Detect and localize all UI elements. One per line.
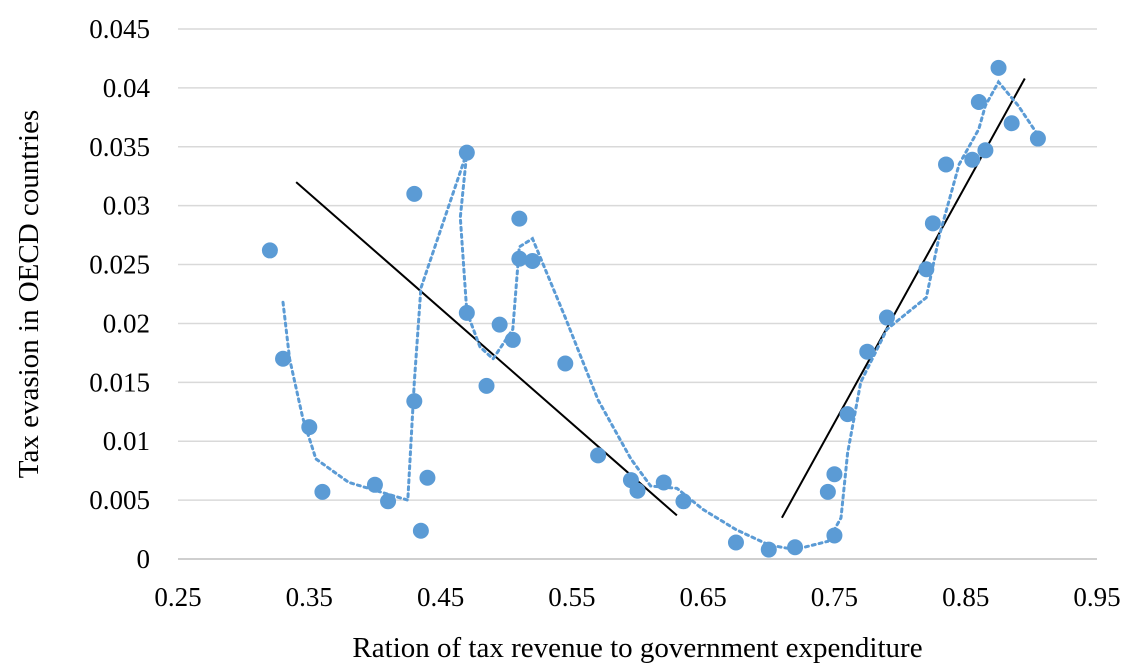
x-tick-label: 0.75: [811, 582, 858, 612]
data-point: [275, 350, 292, 367]
data-point: [760, 541, 777, 558]
data-point: [458, 304, 475, 321]
data-point: [366, 476, 383, 493]
data-point: [727, 534, 744, 551]
x-tick-label: 0.85: [942, 582, 989, 612]
y-tick-label: 0.02: [103, 308, 150, 338]
x-axis-title: Ration of tax revenue to government expe…: [352, 632, 922, 664]
gridlines: [178, 28, 1097, 501]
data-point: [964, 151, 981, 168]
data-point: [787, 539, 804, 556]
data-point: [491, 316, 508, 333]
x-tick-label: 0.95: [1073, 582, 1120, 612]
data-point: [655, 474, 672, 491]
data-point: [314, 483, 331, 500]
data-point: [977, 142, 994, 159]
x-tick-label: 0.45: [417, 582, 464, 612]
data-point: [918, 261, 935, 278]
data-point: [938, 156, 955, 173]
y-tick-label: 0.045: [89, 14, 150, 44]
data-point: [970, 94, 987, 111]
data-point: [826, 466, 843, 483]
y-tick-labels: 0 0.005 0.01 0.015 0.02 0.025 0.03 0.035 0.04 0.0…: [89, 14, 150, 574]
data-point: [419, 469, 436, 486]
moving-average-line: [281, 79, 1040, 552]
data-point: [924, 215, 941, 232]
data-point: [839, 406, 856, 423]
data-point: [406, 393, 423, 410]
data-point: [819, 483, 836, 500]
data-point: [557, 355, 574, 372]
data-point: [826, 527, 843, 544]
y-tick-label: 0.015: [89, 367, 150, 397]
x-tick-label: 0.25: [154, 582, 201, 612]
y-tick-label: 0: [137, 544, 151, 574]
data-point: [504, 331, 521, 348]
y-tick-label: 0.025: [89, 250, 150, 280]
data-point: [380, 493, 397, 510]
data-point: [478, 377, 495, 394]
data-point: [990, 59, 1007, 76]
data-point: [301, 419, 318, 436]
data-point: [406, 185, 423, 202]
data-point: [675, 493, 692, 510]
data-point: [412, 522, 429, 539]
trend-lines: [295, 77, 1026, 519]
y-tick-label: 0.03: [103, 191, 150, 221]
x-tick-label: 0.65: [680, 582, 727, 612]
y-tick-label: 0.005: [89, 485, 150, 515]
linear-trend-line: [295, 181, 678, 517]
data-point: [524, 253, 541, 270]
data-point: [511, 210, 528, 227]
data-point: [859, 343, 876, 360]
data-point: [629, 482, 646, 499]
data-points: [261, 59, 1046, 558]
data-point: [590, 447, 607, 464]
data-point: [261, 242, 278, 259]
x-tick-label: 0.55: [548, 582, 595, 612]
y-axis-title: Tax evasion in OECD countries: [13, 110, 45, 478]
y-tick-label: 0.01: [103, 426, 150, 456]
x-tick-labels: 0.25 0.35 0.45 0.55 0.65 0.75 0.85 0.95: [154, 582, 1120, 612]
y-tick-label: 0.04: [103, 73, 151, 103]
data-point: [1029, 130, 1046, 147]
data-point: [878, 309, 895, 326]
x-tick-label: 0.35: [286, 582, 333, 612]
data-point: [511, 250, 528, 267]
data-point: [1003, 115, 1020, 132]
y-tick-label: 0.035: [89, 132, 150, 162]
data-point: [458, 144, 475, 161]
